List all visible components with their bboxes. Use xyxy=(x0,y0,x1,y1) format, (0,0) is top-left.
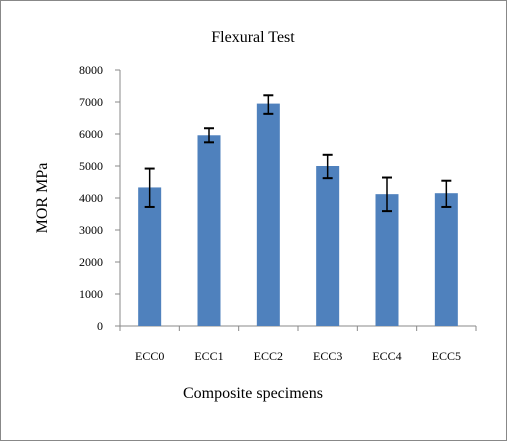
y-tick-label: 8000 xyxy=(79,63,103,77)
chart-title: Flexural Test xyxy=(211,29,295,46)
x-axis-label: Composite specimens xyxy=(183,385,323,402)
x-tick-label: ECC0 xyxy=(135,349,164,363)
x-tick-label: ECC1 xyxy=(194,349,223,363)
bar-ecc2 xyxy=(256,103,280,326)
x-tick-label: ECC4 xyxy=(372,349,401,363)
bar-ecc5 xyxy=(434,193,458,326)
x-tick-label: ECC5 xyxy=(432,349,461,363)
y-tick-label: 3000 xyxy=(79,223,103,237)
y-tick-label: 7000 xyxy=(79,95,103,109)
y-tick-label: 4000 xyxy=(79,191,103,205)
y-tick-label: 2000 xyxy=(79,255,103,269)
bar-ecc3 xyxy=(316,166,340,326)
y-axis-label: MOR MPa xyxy=(34,163,51,234)
plot-area: 0 1000 2000 3000 4000 5000 6000 7000 8000 ECC0 ECC… xyxy=(79,63,477,363)
bar-ecc1 xyxy=(197,135,221,326)
y-tick-label: 1000 xyxy=(79,287,103,301)
bar-ecc4 xyxy=(375,194,399,326)
bar-ecc0 xyxy=(138,187,162,326)
x-tick-label: ECC3 xyxy=(313,349,342,363)
x-tick-label: ECC2 xyxy=(254,349,283,363)
y-tick-label: 5000 xyxy=(79,159,103,173)
y-tick-label: 0 xyxy=(97,319,103,333)
y-tick-label: 6000 xyxy=(79,127,103,141)
